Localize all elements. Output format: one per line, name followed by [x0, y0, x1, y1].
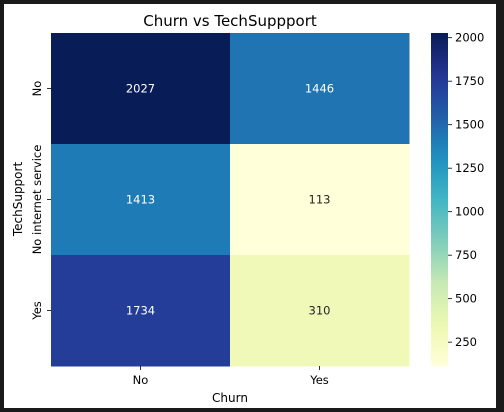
y-tick-label: Yes: [30, 301, 44, 321]
colorbar-tick-label: 500: [455, 292, 477, 306]
cell-value-label: 2027: [126, 82, 155, 96]
heatmap-figure: Churn vs TechSuppport 2027 1446 1413 113 173…: [4, 4, 496, 408]
y-tick-label: No: [30, 81, 44, 97]
cell-value-label: 113: [309, 193, 331, 207]
colorbar-tick-label: 1250: [455, 161, 484, 175]
colorbar-tick-label: 2000: [455, 31, 484, 45]
heatmap-cell-labels: 2027 1446 1413 113 1734 310: [126, 82, 334, 318]
cell-value-label: 310: [309, 304, 331, 318]
x-axis-ticks: No Yes: [133, 366, 329, 387]
heatmap-cell-no-no: [51, 33, 231, 145]
x-axis-label: Churn: [212, 391, 248, 405]
colorbar-gradient: [431, 33, 448, 366]
colorbar-tick-label: 1000: [455, 205, 484, 219]
heatmap-cell-yes-no: [51, 255, 231, 367]
colorbar-tick-label: 250: [455, 335, 477, 349]
cell-value-label: 1446: [305, 82, 334, 96]
heatmap-cell-no-yes: [230, 33, 410, 145]
cell-value-label: 1734: [126, 304, 155, 318]
y-axis-ticks: No No internet service Yes: [30, 81, 51, 321]
y-tick-label: No internet service: [30, 145, 44, 255]
heatmap-cell-no-internet-service-no: [51, 144, 231, 256]
chart-title: Churn vs TechSuppport: [143, 12, 317, 30]
cell-value-label: 1413: [126, 193, 155, 207]
colorbar-tick-label: 1750: [455, 74, 484, 88]
x-tick-label: No: [133, 373, 149, 387]
colorbar: 250 500 750 1000 1250 1500 1750 2000: [431, 31, 484, 366]
colorbar-tick-label: 1500: [455, 118, 484, 132]
heatmap-chart: Churn vs TechSuppport 2027 1446 1413 113 173…: [11, 12, 484, 405]
colorbar-tick-label: 750: [455, 248, 477, 262]
heatmap-cell-no-internet-service-yes: [230, 144, 410, 256]
heatmap-cells: [51, 33, 410, 367]
y-axis-label: TechSupport: [11, 162, 25, 238]
x-tick-label: Yes: [309, 373, 329, 387]
heatmap-cell-yes-yes: [230, 255, 410, 367]
